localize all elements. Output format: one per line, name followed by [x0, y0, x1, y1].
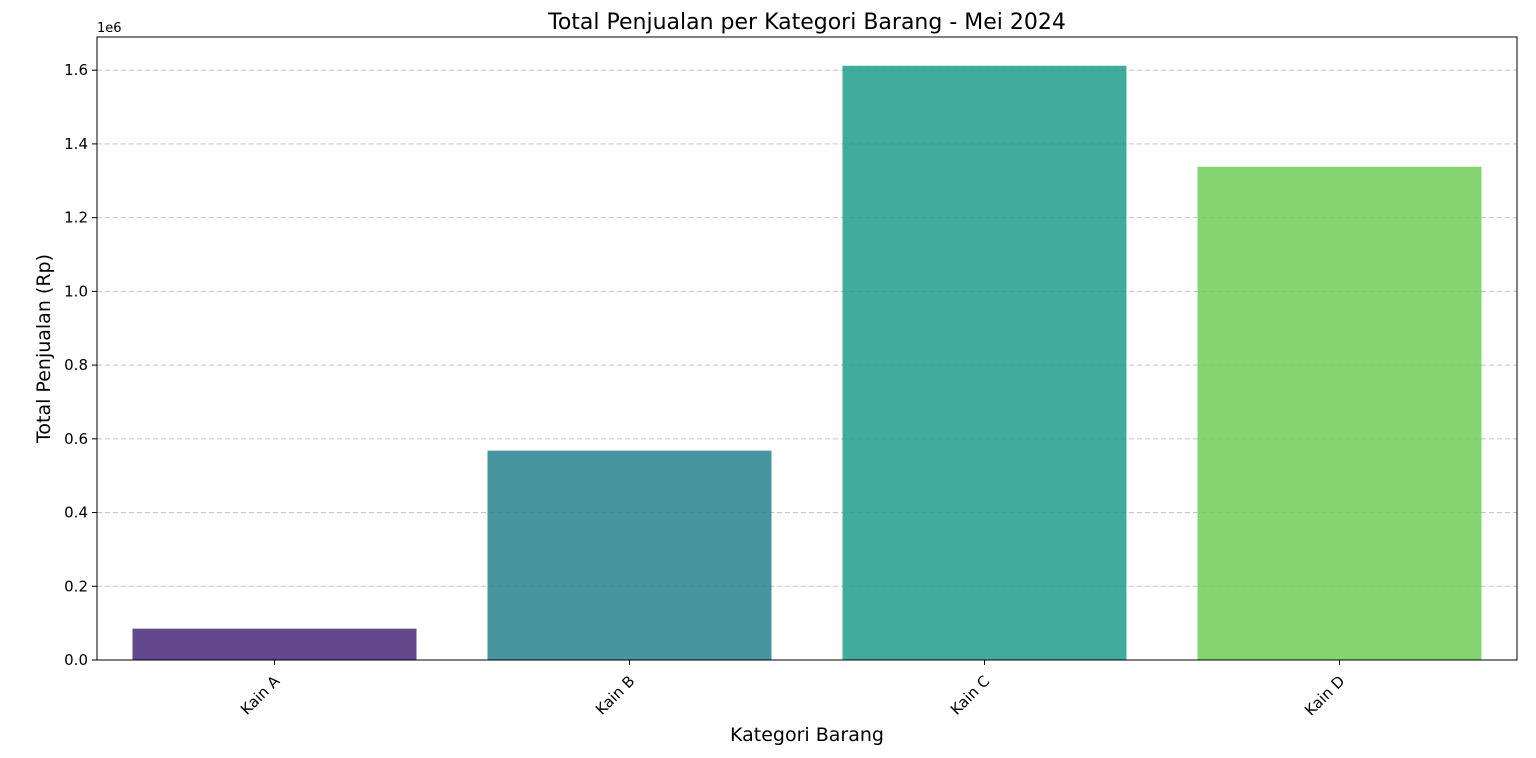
- bar-kain-c: [842, 65, 1127, 660]
- plot-frame: [96, 36, 1518, 661]
- bars: [132, 65, 1482, 661]
- y-tick-label: 0.6: [64, 430, 88, 448]
- bar-kain-b: [487, 450, 772, 660]
- bar-kain-d: [1197, 166, 1482, 661]
- x-tick-label: Kain B: [592, 672, 638, 718]
- chart-title: Total Penjualan per Kategori Barang - Me…: [547, 10, 1066, 35]
- y-tick-label: 0.4: [64, 504, 88, 522]
- x-tick-label: Kain A: [237, 672, 284, 719]
- y-axis-offset-label: 1e6: [97, 21, 122, 36]
- y-tick-label: 0.2: [64, 577, 88, 595]
- axes: [92, 36, 1518, 665]
- y-tick-label: 0.0: [64, 651, 88, 669]
- y-tick-label: 0.8: [64, 356, 88, 374]
- y-axis-title: Total Penjualan (Rp): [33, 254, 55, 444]
- grid-lines: [97, 69, 1517, 587]
- x-tick-label: Kain C: [947, 672, 993, 718]
- x-axis-title: Kategori Barang: [730, 724, 884, 746]
- x-tick-label: Kain D: [1301, 672, 1348, 719]
- bar-kain-a: [132, 628, 417, 660]
- y-tick-label: 1.0: [64, 282, 88, 300]
- y-tick-label: 1.2: [64, 209, 88, 227]
- y-tick-label: 1.6: [64, 61, 88, 79]
- y-tick-label: 1.4: [64, 135, 88, 153]
